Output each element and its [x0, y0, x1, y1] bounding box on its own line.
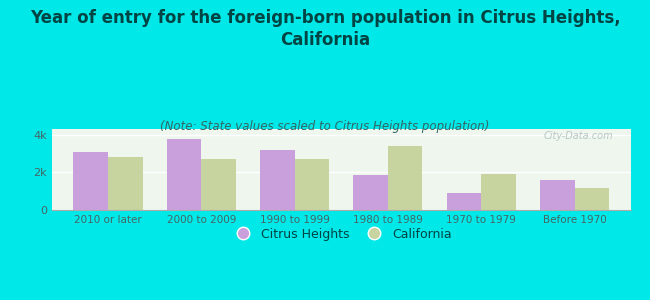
- Bar: [540, 180, 575, 210]
- Bar: [575, 188, 609, 210]
- Text: (Note: State values scaled to Citrus Heights population): (Note: State values scaled to Citrus Hei…: [161, 120, 489, 133]
- Bar: [73, 152, 108, 210]
- Bar: [202, 159, 236, 210]
- Bar: [294, 159, 329, 210]
- Bar: [447, 193, 481, 210]
- Bar: [260, 150, 294, 210]
- Bar: [481, 174, 515, 210]
- Text: Year of entry for the foreign-born population in Citrus Heights,
California: Year of entry for the foreign-born popul…: [30, 9, 620, 49]
- Text: City-Data.com: City-Data.com: [543, 131, 613, 141]
- Bar: [167, 140, 202, 210]
- Bar: [108, 157, 142, 210]
- Bar: [354, 175, 388, 210]
- Legend: Citrus Heights, California: Citrus Heights, California: [226, 223, 456, 246]
- Bar: [388, 146, 423, 210]
